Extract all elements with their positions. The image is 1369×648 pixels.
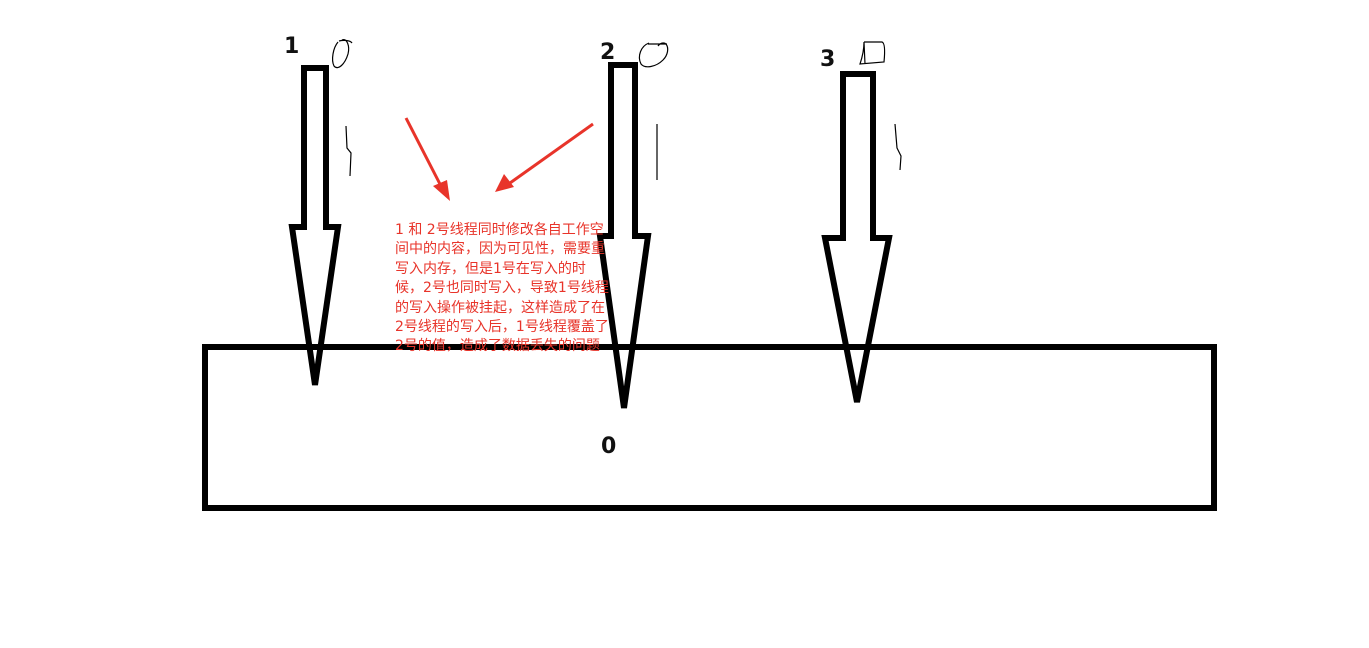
red-pointer-right: [495, 122, 594, 192]
thread-2-arrow: [596, 62, 652, 409]
thread-2-label: 2: [600, 40, 616, 65]
main-memory-value: 0: [601, 434, 617, 459]
thread-3-tick: [894, 123, 902, 171]
annotation-text: 1 和 2号线程同时修改各自工作空间中的内容，因为可见性，需要重写入内存，但是1…: [395, 222, 609, 355]
thread-3-value-scribble: [859, 41, 886, 65]
red-pointer-left: [404, 117, 450, 201]
thread-3-arrow: [821, 71, 893, 403]
thread-1-label: 1: [284, 34, 300, 59]
thread-1-value-scribble: [332, 39, 353, 69]
thread-1-arrow: [288, 65, 342, 386]
thread-1-tick: [345, 125, 352, 177]
thread-3-label: 3: [820, 47, 836, 72]
thread-2-value-scribble: [638, 42, 669, 68]
main-memory-box: [202, 344, 1217, 511]
